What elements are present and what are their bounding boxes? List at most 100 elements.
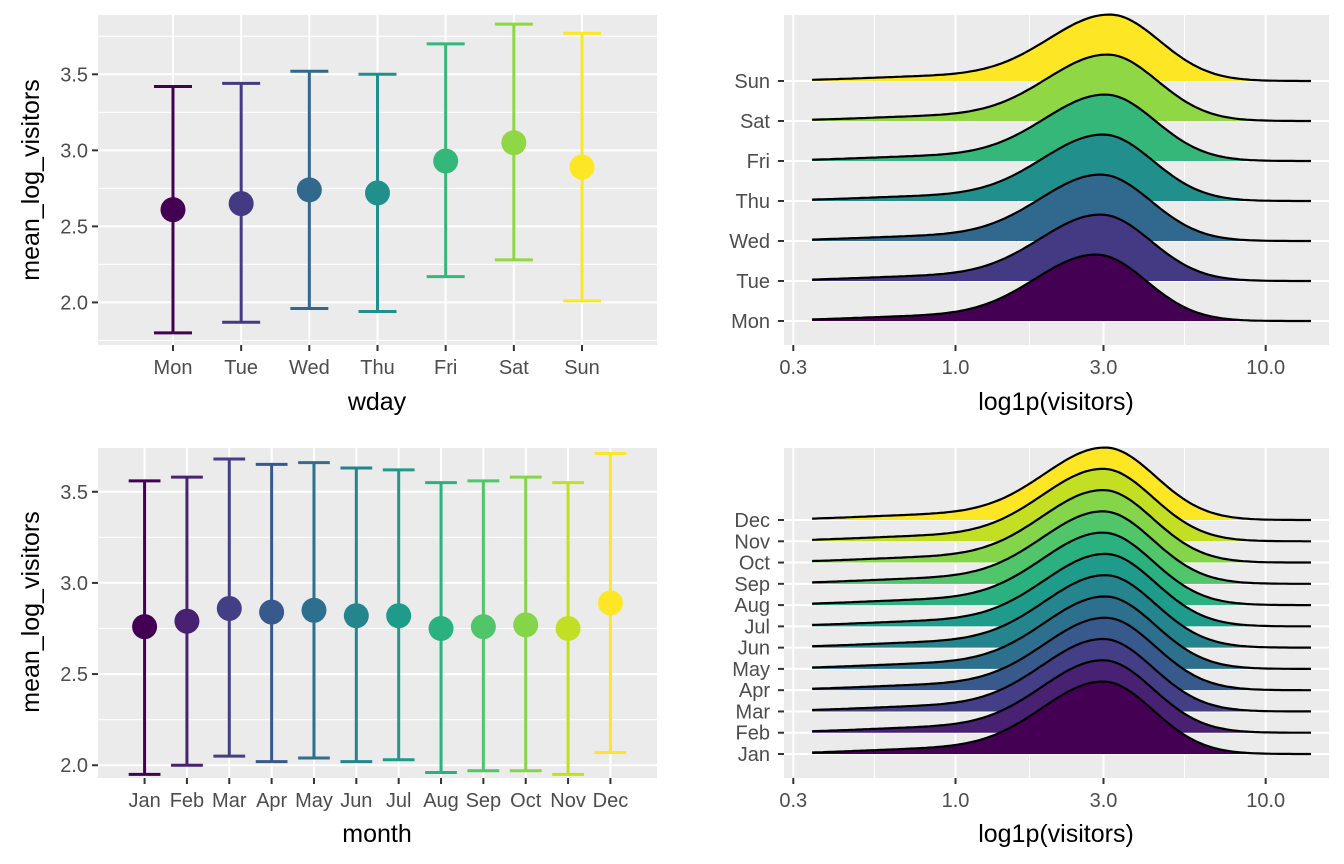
ridge-outline (812, 133, 1311, 203)
month-ridgeline-panel: 0.3 1.0 3.0 10.0 JanFebMarAprMayJunJulAugSep… (732, 446, 1329, 848)
mean-point (216, 595, 242, 621)
ridge-outline (812, 574, 1311, 649)
axis-ticks: 2.0 2.5 3.0 3.5 Mon Tue Wed Thu Fri Sat Sun (60, 64, 600, 379)
y-tick-label: Tue (736, 271, 770, 293)
ridge-fill (812, 681, 1311, 754)
ridge-thu (812, 133, 1311, 203)
y-tick-label: Jul (744, 616, 770, 638)
x-tick-label: Jun (340, 790, 372, 812)
errorbar-dec (594, 451, 627, 754)
y-axis-title: mean_log_visitors (17, 511, 45, 713)
x-tick-label: Apr (256, 790, 287, 812)
errorbar-thu (358, 72, 397, 314)
ridge-outline (812, 253, 1311, 323)
ridge-fri (812, 93, 1311, 163)
x-tick-label: May (295, 790, 333, 812)
mean-point (433, 148, 459, 174)
ridge-sat (812, 53, 1311, 123)
y-tick-label: 3.5 (60, 64, 88, 86)
mean-point (132, 614, 158, 640)
data-marks (153, 22, 602, 335)
mean-point (470, 614, 496, 640)
errorbar-jul (382, 468, 415, 762)
errorbar-apr (255, 462, 288, 764)
mean-point (501, 130, 527, 156)
x-axis-title: log1p(visitors) (978, 820, 1134, 848)
axis-ticks: 0.3 1.0 3.0 10.0 JanFebMarAprMayJunJulAugSep… (732, 510, 1285, 812)
x-tick-label: Fri (434, 357, 457, 379)
ridge-fill (812, 254, 1311, 321)
errorbar-jun (340, 466, 373, 764)
x-axis-title: log1p(visitors) (978, 388, 1134, 416)
x-tick-label: Sun (564, 357, 600, 379)
mean-point (160, 197, 186, 223)
errorbar-aug (425, 481, 457, 775)
y-tick-label: 2.5 (60, 216, 88, 238)
ridge-outline (812, 467, 1311, 543)
ridge-fill (812, 134, 1311, 201)
y-tick-label: Mon (731, 311, 770, 333)
x-tick-label: Jan (128, 790, 160, 812)
x-tick-label: Nov (550, 790, 586, 812)
ridge-jan (812, 680, 1311, 756)
y-tick-label: 3.0 (60, 573, 88, 595)
month-errorbar-panel: 2.0 2.5 3.0 3.5 Jan Feb Mar Apr May Jun Jul Aug Sep O… (17, 448, 657, 848)
x-tick-label: Wed (289, 357, 330, 379)
errorbar-sep (467, 479, 500, 773)
y-tick-label: Sep (734, 574, 770, 596)
ridge-outline (812, 680, 1311, 756)
y-tick-label: Dec (734, 510, 770, 532)
y-tick-label: 2.0 (60, 292, 88, 314)
ridge-mon (812, 253, 1311, 323)
mean-point (597, 590, 623, 616)
ridge-outline (812, 53, 1311, 123)
y-tick-label: 2.5 (60, 664, 88, 686)
ridge-fill (812, 174, 1311, 241)
x-tick-label: 10.0 (1246, 357, 1285, 379)
axis-ticks: 2.0 2.5 3.0 3.5 Jan Feb Mar Apr May Jun Jul Aug Sep O… (60, 482, 628, 812)
ridge-fill (812, 214, 1311, 281)
errorbar-mon (153, 84, 192, 335)
x-tick-label: 1.0 (942, 357, 970, 379)
data-marks (812, 446, 1311, 756)
mean-point (228, 191, 254, 217)
ridge-outline (812, 659, 1311, 734)
errorbar-feb (171, 475, 203, 767)
ridge-fill (812, 14, 1311, 82)
errorbar-tue (222, 81, 261, 324)
y-tick-label: 2.0 (60, 755, 88, 777)
y-tick-label: Sun (734, 71, 770, 93)
ridge-outline (812, 510, 1311, 585)
y-tick-label: 3.0 (60, 140, 88, 162)
x-tick-label: Mar (212, 790, 247, 812)
x-tick-label: Feb (170, 790, 204, 812)
x-axis-title: month (342, 820, 411, 848)
wday-ridgeline-panel: 0.3 1.0 3.0 10.0 Mon Tue Wed Thu Fri Sat Sun log1p… (729, 13, 1329, 416)
errorbar-sun (563, 31, 602, 303)
x-axis-title: wday (347, 388, 407, 416)
mean-point (555, 615, 581, 641)
ridge-outline (812, 489, 1311, 564)
y-tick-label: Fri (747, 151, 770, 173)
data-marks (812, 13, 1311, 323)
x-tick-label: Jul (386, 790, 412, 812)
y-tick-label: Oct (739, 553, 771, 575)
ridge-outline (812, 93, 1311, 163)
y-tick-label: Wed (729, 231, 770, 253)
ridge-outline (812, 595, 1311, 670)
ridge-sun (812, 13, 1311, 83)
y-tick-label: Sat (740, 111, 770, 133)
ridge-outline (812, 446, 1311, 522)
errorbar-oct (509, 475, 542, 773)
x-tick-label: Thu (360, 357, 394, 379)
y-tick-label: Feb (736, 723, 770, 745)
ridge-tue (812, 213, 1311, 283)
wday-errorbar-panel: 2.0 2.5 3.0 3.5 Mon Tue Wed Thu Fri Sat Sun wday m… (17, 15, 657, 416)
ridge-outline (812, 637, 1311, 713)
mean-point (428, 615, 454, 641)
errorbar-wed (290, 69, 329, 311)
y-tick-label: 3.5 (60, 482, 88, 504)
ridge-outline (812, 552, 1311, 628)
y-tick-label: May (732, 659, 770, 681)
mean-point (343, 603, 369, 629)
